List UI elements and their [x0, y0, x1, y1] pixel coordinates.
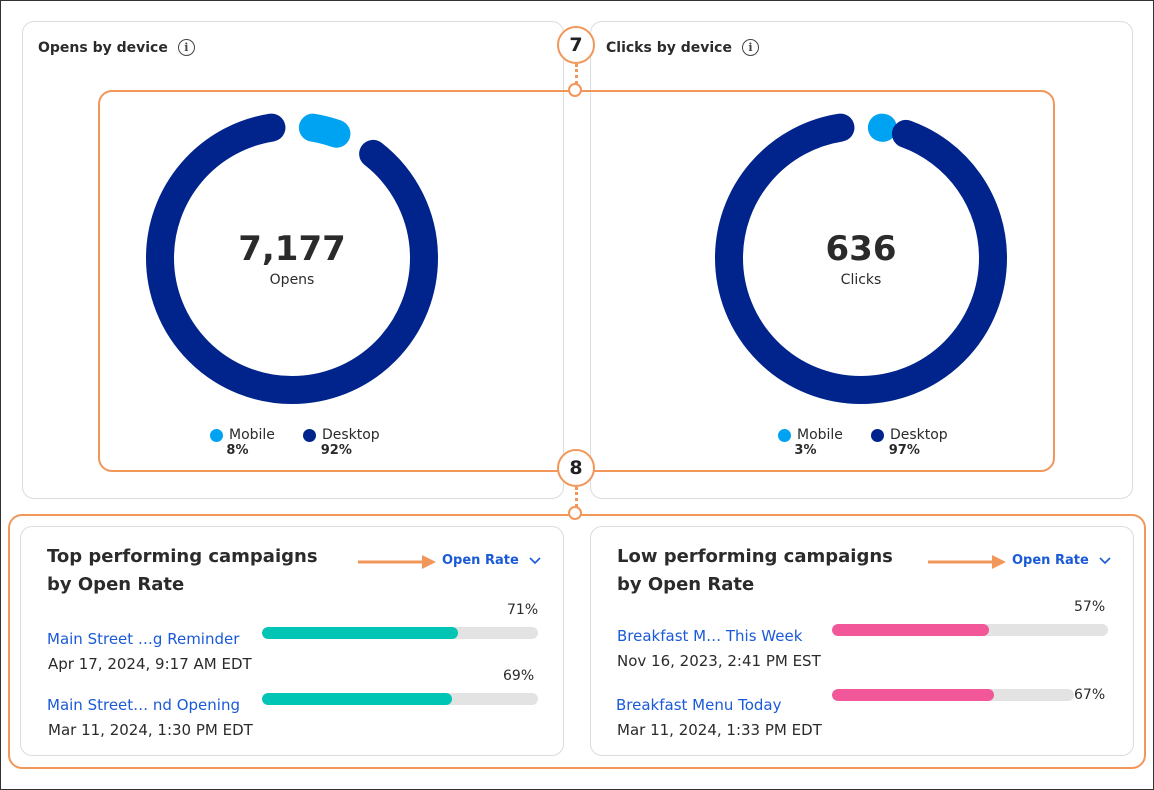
- legend-label-desktop: Desktop: [321, 427, 380, 443]
- low-row2-bar: [832, 689, 1074, 701]
- opens-center: 7,177 Opens: [192, 232, 392, 288]
- clicks-center: 636 Clicks: [761, 232, 961, 288]
- legend-item-mobile: Mobile 8%: [210, 427, 275, 458]
- mobile-swatch: [778, 428, 791, 442]
- top-row2-bar-fill: [262, 693, 453, 705]
- low-row2-bar-fill: [832, 689, 995, 701]
- opens-card-title: Opens by device i: [38, 39, 195, 56]
- callout-number-7: 7: [557, 26, 595, 64]
- callout-dot-7: [568, 83, 582, 97]
- low-row1-campaign-link[interactable]: Breakfast M… This Week: [617, 627, 803, 645]
- clicks-total-label: Clicks: [840, 272, 882, 288]
- top-row2-date: Mar 11, 2024, 1:30 PM EDT: [48, 721, 253, 739]
- opens-total-label: Opens: [269, 272, 315, 288]
- donut-segment-desktop[interactable]: [146, 112, 438, 404]
- opens-by-device-card: Opens by device i: [22, 21, 564, 499]
- chevron-down-icon: [529, 556, 541, 564]
- arrow-icon: [928, 555, 1006, 569]
- legend-pct-mobile: 8%: [226, 443, 249, 458]
- opens-card-title-text: Opens by device: [38, 39, 168, 56]
- top-sort-label: Open Rate: [442, 553, 519, 568]
- clicks-card-title-text: Clicks by device: [606, 39, 732, 56]
- legend-pct-desktop: 97%: [888, 443, 920, 458]
- arrow-icon: [358, 555, 436, 569]
- legend-pct-desktop: 92%: [320, 443, 352, 458]
- info-icon[interactable]: i: [741, 39, 759, 56]
- top-panel-title: Top performing campaigns by Open Rate: [47, 546, 318, 595]
- low-row1-pct: 57%: [1074, 599, 1106, 615]
- top-row1-bar: [262, 627, 538, 639]
- low-row1-bar-fill: [832, 624, 990, 636]
- chevron-down-icon: [1099, 556, 1111, 564]
- top-row2-pct: 69%: [503, 668, 535, 684]
- top-row2-bar: [262, 693, 538, 705]
- top-row2-campaign-link[interactable]: Main Street… nd Opening: [47, 696, 240, 714]
- callout-connector-7: [575, 64, 578, 84]
- info-icon[interactable]: i: [177, 39, 195, 56]
- top-sort-dropdown[interactable]: Open Rate: [442, 553, 541, 568]
- callout-dot-8: [568, 506, 582, 520]
- legend-label-desktop: Desktop: [889, 427, 948, 443]
- mobile-swatch: [210, 428, 223, 442]
- legend-item-desktop: Desktop 92%: [302, 427, 380, 458]
- low-panel-title: Low performing campaigns by Open Rate: [617, 546, 893, 595]
- top-row1-bar-fill: [262, 627, 458, 639]
- low-row1-bar: [832, 624, 1108, 636]
- low-performing-panel: Low performing campaigns by Open Rate Op…: [590, 526, 1134, 756]
- top-row1-date: Apr 17, 2024, 9:17 AM EDT: [48, 655, 252, 673]
- desktop-swatch: [870, 428, 884, 442]
- top-row1-campaign-link[interactable]: Main Street …g Reminder: [47, 630, 240, 648]
- legend-label-mobile: Mobile: [797, 427, 843, 443]
- legend-pct-mobile: 3%: [794, 443, 817, 458]
- low-sort-label: Open Rate: [1012, 553, 1089, 568]
- low-row2-date: Mar 11, 2024, 1:33 PM EDT: [617, 721, 822, 739]
- desktop-swatch: [302, 428, 316, 442]
- clicks-legend: Mobile 3% Desktop 97%: [778, 427, 948, 458]
- low-row1-date: Nov 16, 2023, 2:41 PM EST: [617, 652, 821, 670]
- legend-item-desktop: Desktop 97%: [870, 427, 948, 458]
- low-row2-campaign-link[interactable]: Breakfast Menu Today: [616, 696, 782, 714]
- opens-total: 7,177: [238, 229, 346, 269]
- legend-item-mobile: Mobile 3%: [778, 427, 843, 458]
- donut-segment-desktop[interactable]: [715, 112, 1007, 404]
- clicks-total: 636: [825, 229, 897, 269]
- clicks-donut-chart: [715, 112, 1007, 404]
- callout-number-8: 8: [557, 449, 595, 487]
- clicks-card-title: Clicks by device i: [606, 39, 759, 56]
- low-sort-dropdown[interactable]: Open Rate: [1012, 553, 1111, 568]
- top-row1-pct: 71%: [507, 602, 539, 618]
- low-row2-pct: 67%: [1074, 687, 1106, 703]
- opens-donut-chart: [146, 112, 438, 404]
- callout-connector-8: [575, 487, 578, 507]
- top-performing-panel: Top performing campaigns by Open Rate Op…: [20, 526, 564, 756]
- opens-legend: Mobile 8% Desktop 92%: [210, 427, 380, 458]
- legend-label-mobile: Mobile: [229, 427, 275, 443]
